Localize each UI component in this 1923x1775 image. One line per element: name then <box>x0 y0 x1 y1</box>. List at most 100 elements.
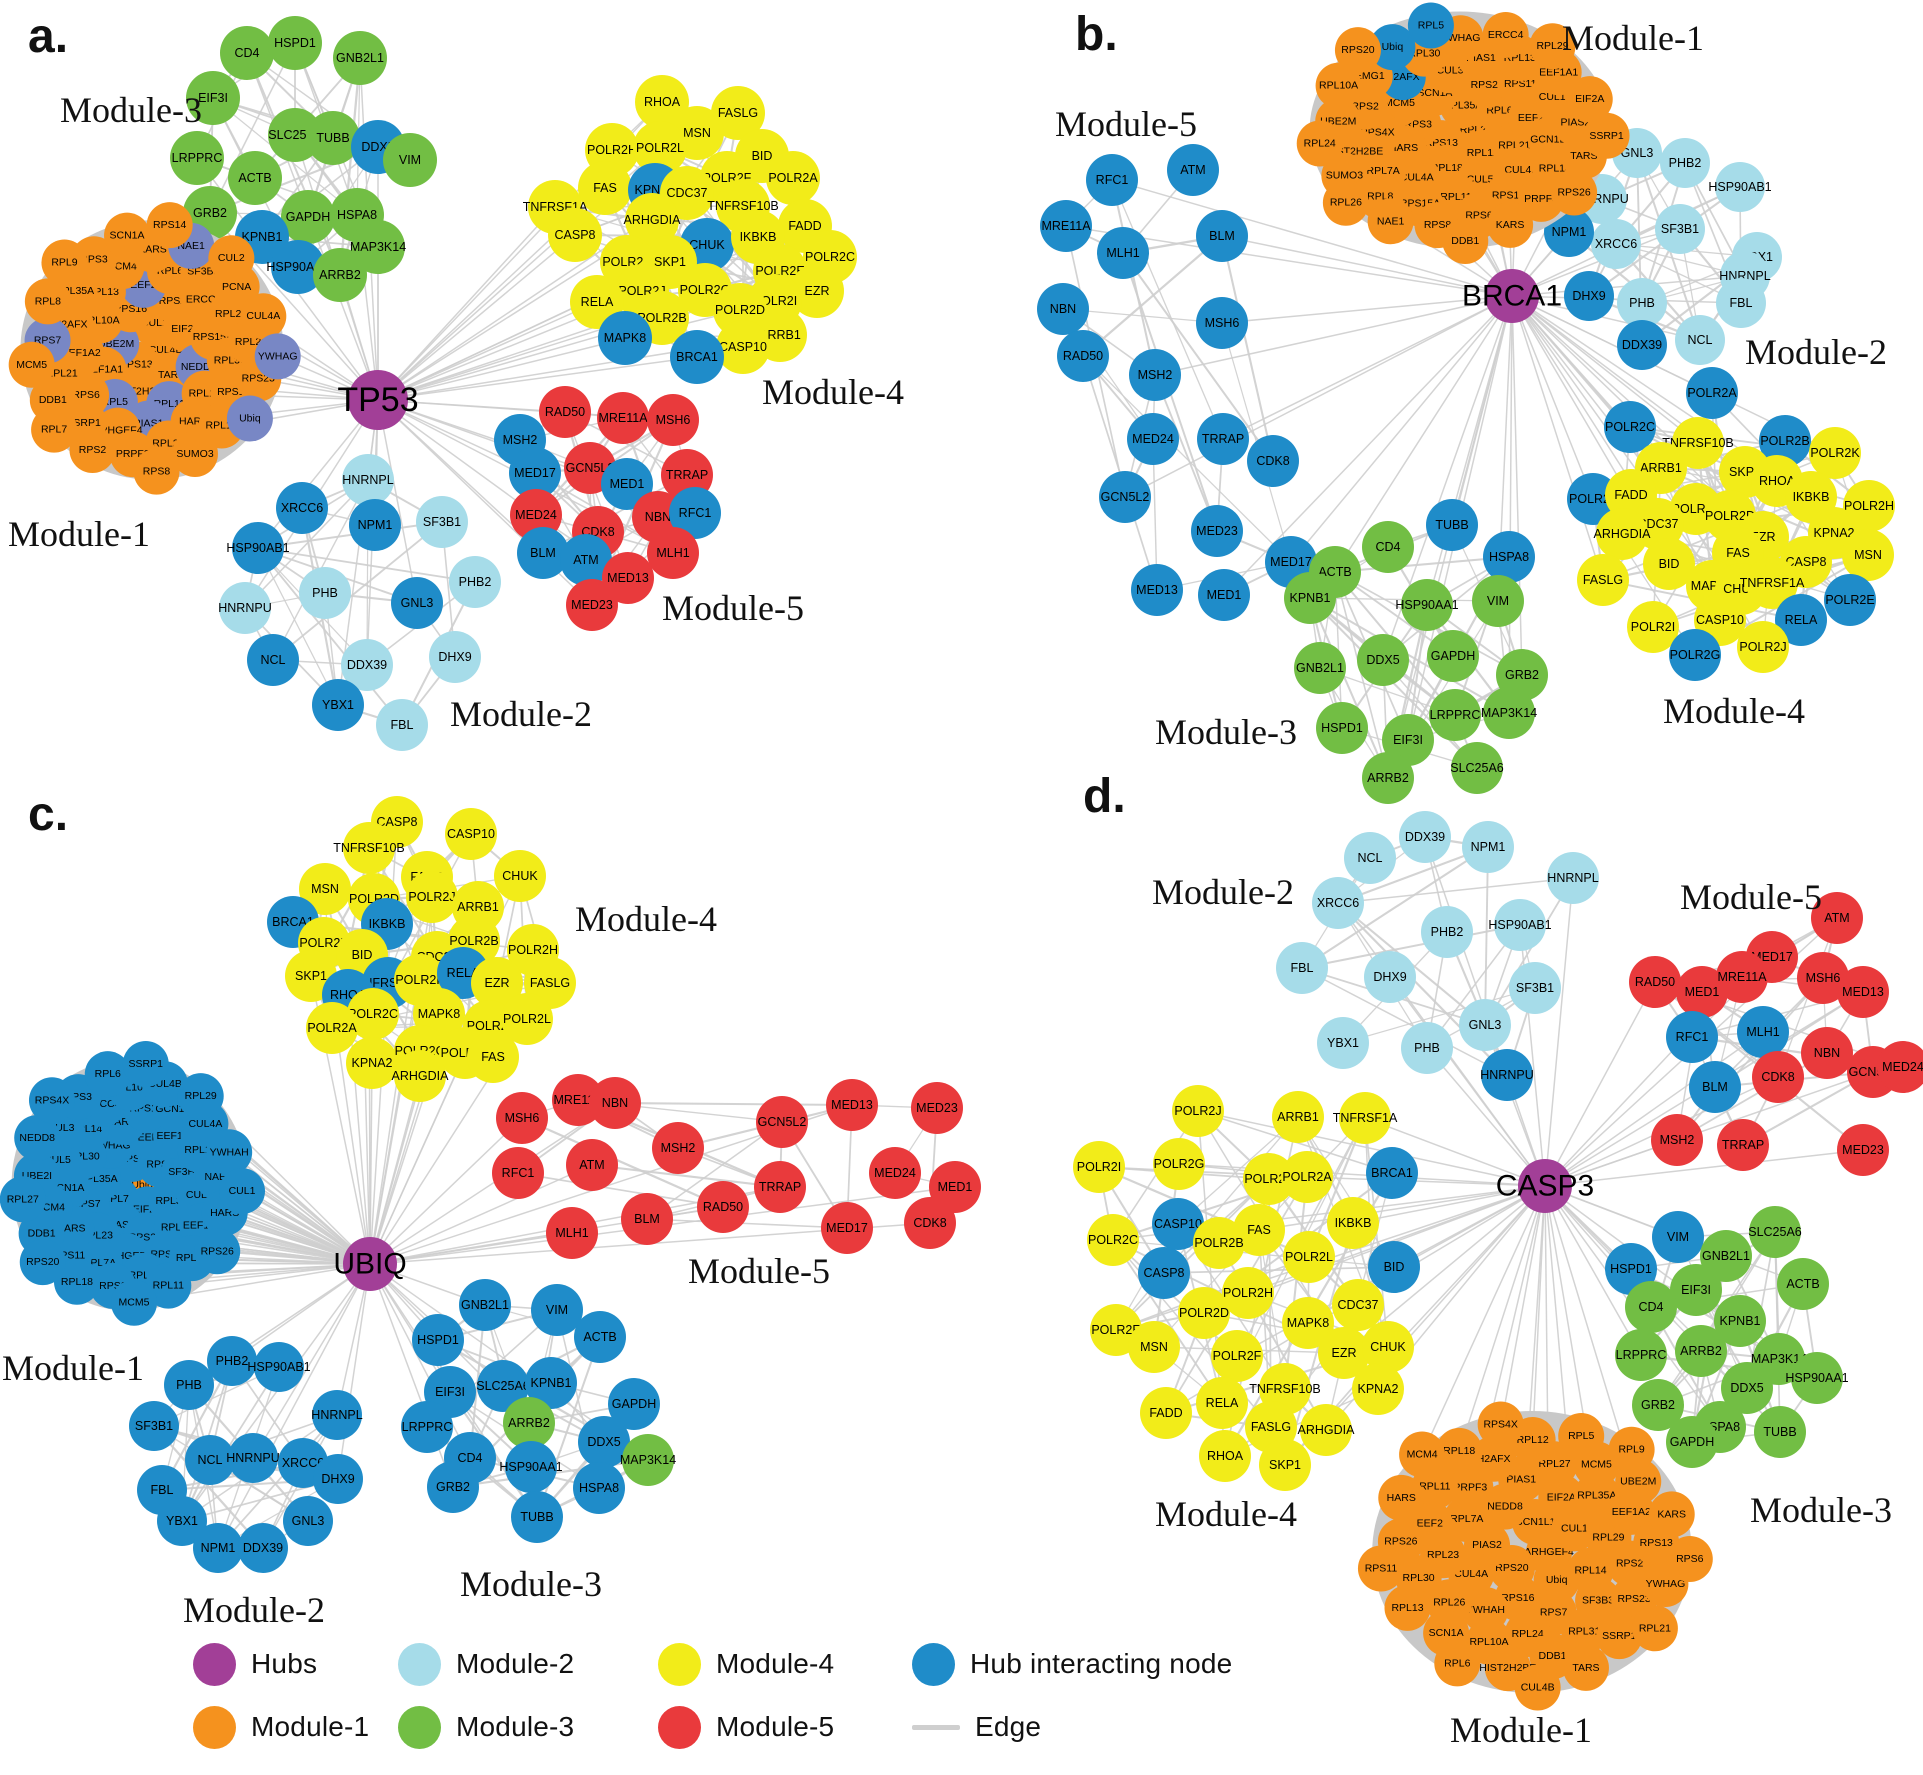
node-b-CDK8[interactable]: CDK8 <box>1247 435 1299 487</box>
node-c-LRPPRC[interactable]: LRPPRC <box>401 1401 453 1453</box>
node-a-ARRB2[interactable]: ARRB2 <box>313 248 367 302</box>
node-c-BLM[interactable]: BLM <box>621 1193 673 1245</box>
node-b-MSH6[interactable]: MSH6 <box>1196 297 1248 349</box>
node-c-GRB2[interactable]: GRB2 <box>427 1461 479 1513</box>
node-d-POLR2C[interactable]: POLR2C <box>1087 1214 1139 1266</box>
node-b-MED24[interactable]: MED24 <box>1127 413 1179 465</box>
node-d-FADD[interactable]: FADD <box>1140 1387 1192 1439</box>
node-b-GCN5L2[interactable]: GCN5L2 <box>1099 471 1151 523</box>
node-a-RPL7[interactable]: RPL7 <box>31 406 78 453</box>
node-b-TRRAP[interactable]: TRRAP <box>1197 413 1249 465</box>
node-d-KPNA2[interactable]: KPNA2 <box>1352 1363 1404 1415</box>
node-d-TRRAP[interactable]: TRRAP <box>1717 1119 1769 1171</box>
hub-CASP3[interactable]: CASP3 <box>1496 1159 1594 1213</box>
node-c-HSPD1[interactable]: HSPD1 <box>412 1314 464 1366</box>
node-a-MCM5[interactable]: MCM5 <box>8 341 55 388</box>
node-c-CDK8[interactable]: CDK8 <box>904 1197 956 1249</box>
node-d-RPS4X[interactable]: RPS4X <box>1477 1401 1524 1448</box>
node-d-POLR2F[interactable]: POLR2F <box>1211 1330 1263 1382</box>
node-c-TUBB[interactable]: TUBB <box>511 1491 563 1543</box>
node-c-RPS20[interactable]: RPS20 <box>19 1239 66 1286</box>
node-d-POLR2J[interactable]: POLR2J <box>1172 1085 1224 1137</box>
node-d-RHOA[interactable]: RHOA <box>1199 1430 1251 1482</box>
node-b-POLR2A[interactable]: POLR2A <box>1686 367 1738 419</box>
node-a-MAPK8[interactable]: MAPK8 <box>598 311 652 365</box>
node-d-RPL5[interactable]: RPL5 <box>1558 1413 1605 1460</box>
node-a-SF3B1[interactable]: SF3B1 <box>416 496 468 548</box>
node-a-MLH1[interactable]: MLH1 <box>647 527 699 579</box>
node-a-GNL3[interactable]: GNL3 <box>391 577 443 629</box>
node-c-HSP90AA1[interactable]: HSP90AA1 <box>499 1441 563 1493</box>
node-d-ARRB1[interactable]: ARRB1 <box>1272 1091 1324 1143</box>
node-d-TNFRSF1A[interactable]: TNFRSF1A <box>1333 1092 1398 1144</box>
node-a-HSPD1[interactable]: HSPD1 <box>268 16 322 70</box>
node-b-RAD50[interactable]: RAD50 <box>1057 330 1109 382</box>
node-b-FASLG[interactable]: FASLG <box>1577 554 1629 606</box>
node-c-GNL3[interactable]: GNL3 <box>283 1496 333 1546</box>
node-d-LRPPRC[interactable]: LRPPRC <box>1615 1329 1667 1381</box>
node-d-NBN[interactable]: NBN <box>1801 1027 1853 1079</box>
node-a-TUBB[interactable]: TUBB <box>306 111 360 165</box>
node-d-SF3B1[interactable]: SF3B1 <box>1509 962 1561 1014</box>
node-a-Ubiq[interactable]: Ubiq <box>226 395 273 442</box>
node-b-XRCC6[interactable]: XRCC6 <box>1591 219 1641 269</box>
node-c-RPS26[interactable]: RPS26 <box>194 1228 241 1275</box>
node-a-PHB[interactable]: PHB <box>299 567 351 619</box>
node-d-ACTB[interactable]: ACTB <box>1777 1258 1829 1310</box>
node-c-HNRNPL[interactable]: HNRNPL <box>311 1390 363 1440</box>
node-a-CUL4A[interactable]: CUL4A <box>240 293 287 340</box>
node-d-POLR2B[interactable]: POLR2B <box>1193 1217 1245 1269</box>
node-d-GNL3[interactable]: GNL3 <box>1459 999 1511 1051</box>
node-d-RPL21[interactable]: RPL21 <box>1631 1605 1678 1652</box>
node-c-NBN[interactable]: NBN <box>589 1077 641 1129</box>
node-b-POLR2C[interactable]: POLR2C <box>1604 401 1656 453</box>
node-d-POLR2I[interactable]: POLR2I <box>1073 1141 1125 1193</box>
node-d-SKP1[interactable]: SKP1 <box>1259 1439 1311 1491</box>
node-d-XRCC6[interactable]: XRCC6 <box>1312 877 1364 929</box>
node-d-NCL[interactable]: NCL <box>1344 832 1396 884</box>
node-d-BID[interactable]: BID <box>1368 1241 1420 1293</box>
node-a-CASP10[interactable]: CASP10 <box>716 320 770 374</box>
node-c-DHX9[interactable]: DHX9 <box>313 1454 363 1504</box>
node-d-POLR2L[interactable]: POLR2L <box>1283 1231 1335 1283</box>
node-d-YBX1[interactable]: YBX1 <box>1317 1017 1369 1069</box>
node-d-NPM1[interactable]: NPM1 <box>1462 821 1514 873</box>
node-b-RPL5[interactable]: RPL5 <box>1407 2 1454 49</box>
node-d-VIM[interactable]: VIM <box>1652 1211 1704 1263</box>
node-b-MED1[interactable]: MED1 <box>1198 569 1250 621</box>
node-b-MED23[interactable]: MED23 <box>1191 505 1243 557</box>
node-a-BRCA1[interactable]: BRCA1 <box>670 330 724 384</box>
node-d-HSP90AB1[interactable]: HSP90AB1 <box>1488 899 1552 951</box>
node-d-BLM[interactable]: BLM <box>1689 1061 1741 1113</box>
node-a-CD4[interactable]: CD4 <box>220 26 274 80</box>
node-a-LRPPRC[interactable]: LRPPRC <box>170 131 224 185</box>
node-d-ARRB2[interactable]: ARRB2 <box>1675 1325 1727 1377</box>
node-c-ACTB[interactable]: ACTB <box>574 1311 626 1363</box>
node-d-RPS6[interactable]: RPS6 <box>1666 1536 1713 1583</box>
node-a-POLR2A[interactable]: POLR2A <box>766 151 820 205</box>
node-a-RPS14[interactable]: RPS14 <box>146 202 193 249</box>
node-d-HNRNPL[interactable]: HNRNPL <box>1547 852 1599 904</box>
node-b-DHX9[interactable]: DHX9 <box>1564 271 1614 321</box>
node-c-MSH6[interactable]: MSH6 <box>496 1092 548 1144</box>
node-c-MED24[interactable]: MED24 <box>869 1147 921 1199</box>
node-d-ARHGDIA[interactable]: ARHGDIA <box>1298 1404 1356 1456</box>
node-b-POLR2J[interactable]: POLR2J <box>1737 621 1789 673</box>
node-b-SF3B1[interactable]: SF3B1 <box>1655 204 1705 254</box>
node-d-HARS[interactable]: HARS <box>1378 1474 1425 1521</box>
node-b-HSP90AA1[interactable]: HSP90AA1 <box>1395 579 1459 631</box>
hub-BRCA1[interactable]: BRCA1 <box>1462 269 1562 323</box>
node-a-NPM1[interactable]: NPM1 <box>349 499 401 551</box>
node-b-RPL26[interactable]: RPL26 <box>1322 179 1369 226</box>
node-d-MCM4[interactable]: MCM4 <box>1399 1431 1446 1478</box>
node-a-HNRNPU[interactable]: HNRNPU <box>218 582 272 634</box>
node-b-SSRP1[interactable]: SSRP1 <box>1583 112 1630 159</box>
node-c-HSP90AB1[interactable]: HSP90AB1 <box>247 1342 311 1392</box>
node-d-CD4[interactable]: CD4 <box>1625 1281 1677 1333</box>
node-b-RPS20[interactable]: RPS20 <box>1334 27 1381 74</box>
node-c-HSPA8[interactable]: HSPA8 <box>573 1462 625 1514</box>
node-c-CUL1[interactable]: CUL1 <box>219 1168 266 1215</box>
node-c-KPNA2[interactable]: KPNA2 <box>346 1037 398 1089</box>
node-b-HSPD1[interactable]: HSPD1 <box>1316 702 1368 754</box>
node-b-POLR2G[interactable]: POLR2G <box>1669 629 1721 681</box>
